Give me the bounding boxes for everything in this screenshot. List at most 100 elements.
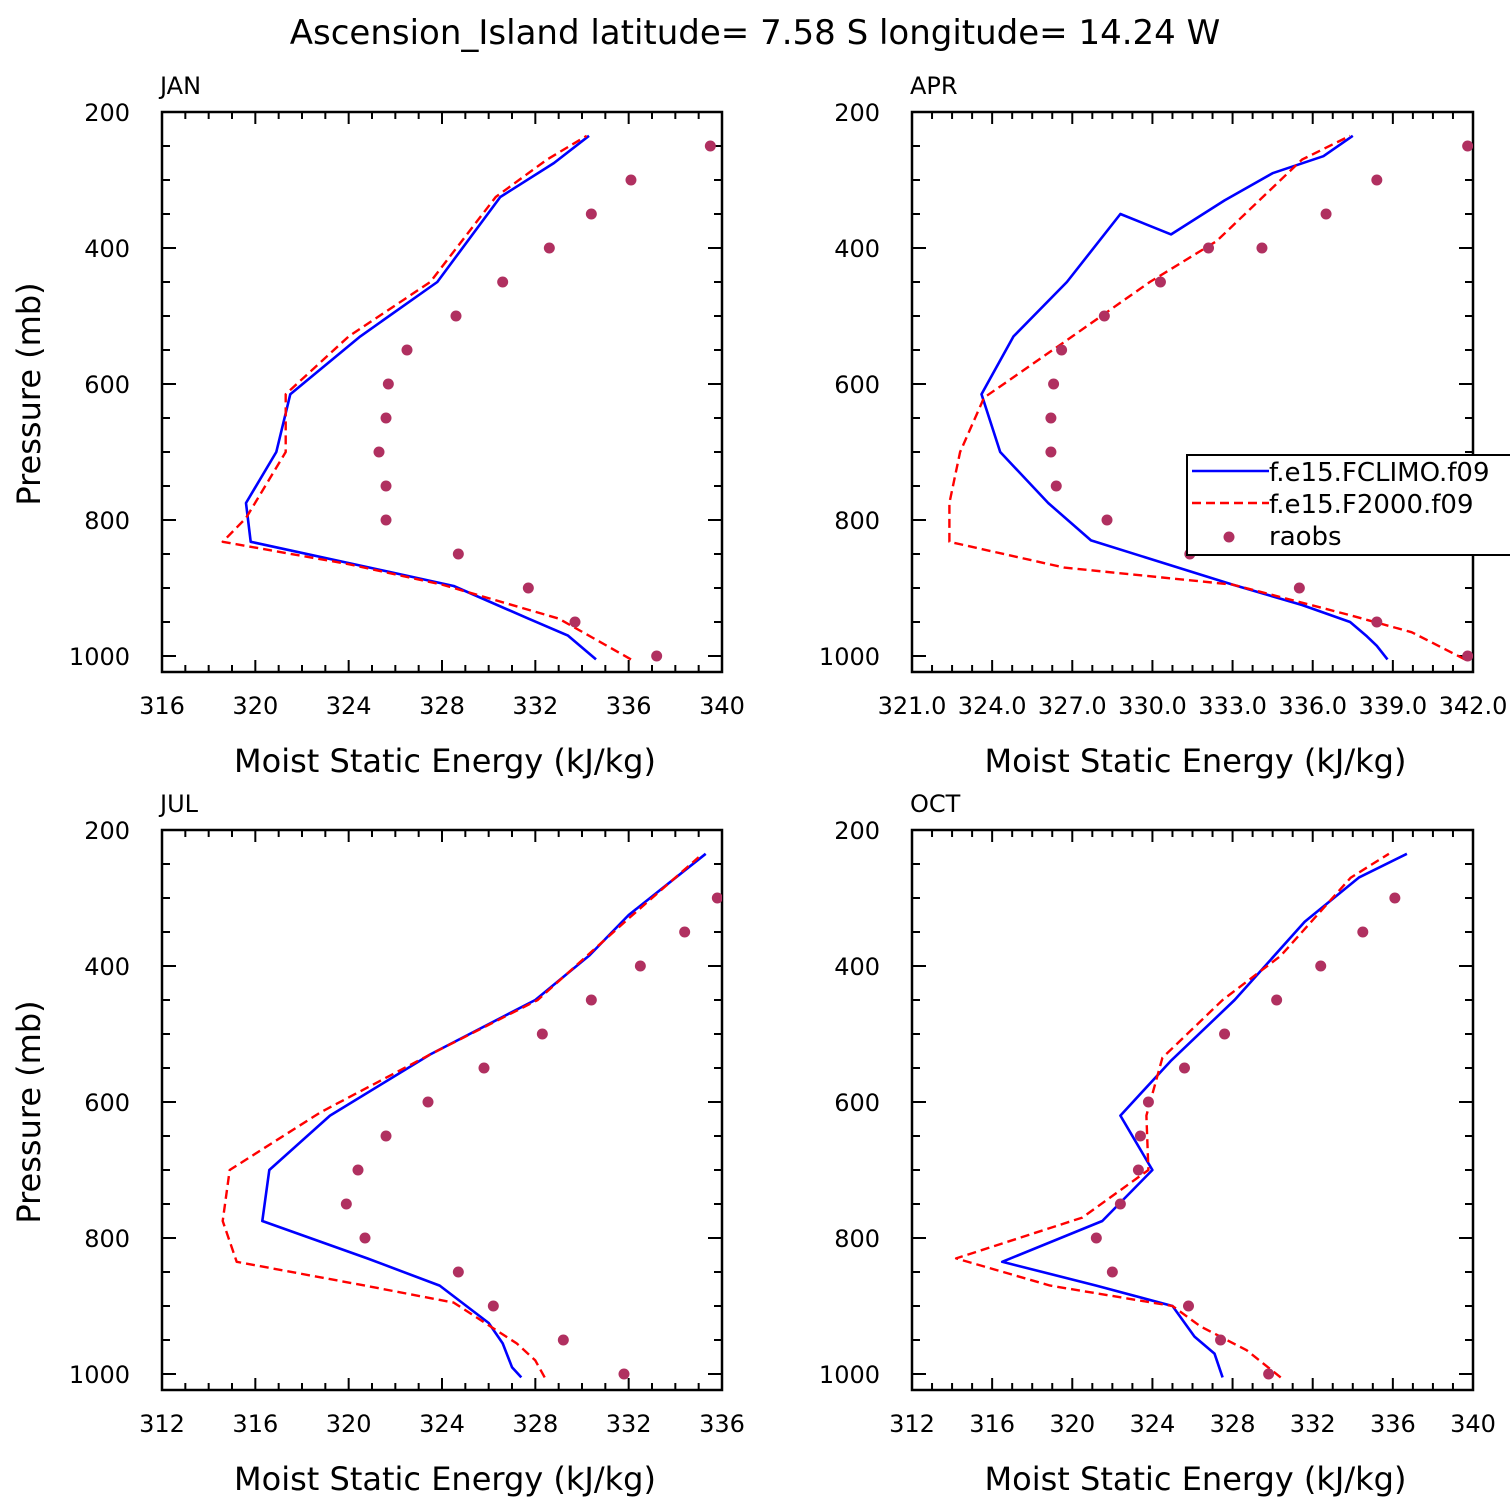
raobs-point (1048, 378, 1060, 390)
legend-label: raobs (1269, 522, 1342, 552)
raobs-point (1090, 1232, 1102, 1244)
x-tick-label: 330.0 (1118, 692, 1187, 720)
x-axis-label: Moist Static Energy (kJ/kg) (234, 1460, 656, 1498)
panel-label: JUL (158, 790, 199, 818)
raobs-point (557, 1334, 569, 1346)
raobs-point (1098, 310, 1110, 322)
panel-apr: 321.0 324.0 327.0 330.0 333.0 336.0 339.0 342.0… (819, 72, 1507, 780)
raobs-point (452, 1266, 464, 1278)
raobs-point (536, 1028, 548, 1040)
raobs-point (522, 582, 534, 594)
y-tick-label: 800 (84, 507, 130, 535)
fclimo-line (244, 134, 597, 661)
raobs-point (1154, 276, 1166, 288)
raobs-point (1371, 174, 1383, 186)
y-tick-label: 800 (84, 1225, 130, 1253)
x-tick-label: 316 (232, 1410, 278, 1438)
x-axis-label: Moist Static Energy (kJ/kg) (985, 742, 1407, 780)
panel-label: OCT (910, 790, 961, 818)
raobs-point (1320, 208, 1332, 220)
x-tick-label: 342.0 (1439, 692, 1508, 720)
raobs-point (380, 1130, 392, 1142)
x-tick-label: 336 (699, 1410, 745, 1438)
y-tick-label: 200 (84, 817, 130, 845)
raobs-point (569, 616, 581, 628)
raobs-point (704, 140, 716, 152)
raobs-point (1389, 892, 1401, 904)
raobs-point (585, 994, 597, 1006)
y-tick-label: 400 (834, 235, 880, 263)
y-tick-label: 400 (84, 235, 130, 263)
plot-frame (160, 828, 724, 1392)
raobs-point (352, 1164, 364, 1176)
raobs-point (1271, 994, 1283, 1006)
x-tick-label: 336 (1370, 1410, 1416, 1438)
y-tick-label: 600 (834, 1089, 880, 1117)
f2000-line (954, 852, 1390, 1379)
raobs-point (1142, 1096, 1154, 1108)
raobs-point (1371, 616, 1383, 628)
raobs-point (618, 1368, 630, 1380)
x-tick-label: 327.0 (1038, 692, 1107, 720)
raobs-point (1182, 1300, 1194, 1312)
x-tick-label: 332 (1290, 1410, 1336, 1438)
x-tick-label: 336.0 (1278, 692, 1347, 720)
y-axis-label: Pressure (mb) (10, 282, 48, 505)
f2000-line (221, 134, 632, 661)
panel-label: APR (910, 72, 958, 100)
f2000-line (221, 856, 700, 1378)
legend-marker-raobs (1223, 531, 1235, 543)
x-tick-label: 312 (889, 1410, 935, 1438)
raobs-point (452, 548, 464, 560)
y-tick-label: 400 (84, 953, 130, 981)
x-tick-label: 328 (1210, 1410, 1256, 1438)
raobs-point (1357, 926, 1369, 938)
raobs-point (380, 412, 392, 424)
panel-label: JAN (158, 72, 201, 100)
x-tick-label: 336 (606, 692, 652, 720)
series-group (221, 852, 722, 1380)
x-tick-label: 324 (1130, 1410, 1176, 1438)
x-tick-label: 324.0 (958, 692, 1027, 720)
x-tick-label: 320 (1049, 1410, 1095, 1438)
raobs-point (1263, 1368, 1275, 1380)
f2000-line (948, 134, 1466, 661)
raobs-point (380, 514, 392, 526)
y-tick-label: 800 (834, 507, 880, 535)
y-axis-label: Pressure (mb) (10, 1000, 48, 1223)
x-tick-label: 316 (969, 1410, 1015, 1438)
raobs-point (1056, 344, 1068, 356)
y-tick-label: 1000 (69, 643, 130, 671)
panels: 316 320 324 328 332 336 340 200 400 600 800 1000 JAN… (10, 72, 1507, 1498)
y-tick-label: 400 (834, 953, 880, 981)
x-tick-label: 340 (1450, 1410, 1496, 1438)
raobs-point (478, 1062, 490, 1074)
fclimo-line (1000, 852, 1408, 1378)
y-tick-label: 1000 (819, 1361, 880, 1389)
x-tick-label: 332 (512, 692, 558, 720)
raobs-point (1293, 582, 1305, 594)
x-tick-label: 332 (606, 1410, 652, 1438)
raobs-point (487, 1300, 499, 1312)
raobs-point (422, 1096, 434, 1108)
plot-frame (910, 110, 1475, 674)
legend-label: f.e15.FCLIMO.f09 (1269, 458, 1489, 488)
raobs-point (1045, 446, 1057, 458)
raobs-point (401, 344, 413, 356)
series-group (221, 134, 716, 662)
x-axis-label: Moist Static Energy (kJ/kg) (985, 1460, 1407, 1498)
raobs-point (711, 892, 722, 904)
raobs-point (679, 926, 691, 938)
raobs-point (450, 310, 462, 322)
raobs-point (1462, 140, 1473, 152)
x-tick-label: 324 (326, 692, 372, 720)
y-tick-label: 200 (834, 99, 880, 127)
series-group (954, 852, 1408, 1380)
raobs-point (1256, 242, 1268, 254)
raobs-point (1106, 1266, 1118, 1278)
raobs-point (380, 480, 392, 492)
raobs-point (634, 960, 646, 972)
plot-frame (160, 110, 724, 674)
